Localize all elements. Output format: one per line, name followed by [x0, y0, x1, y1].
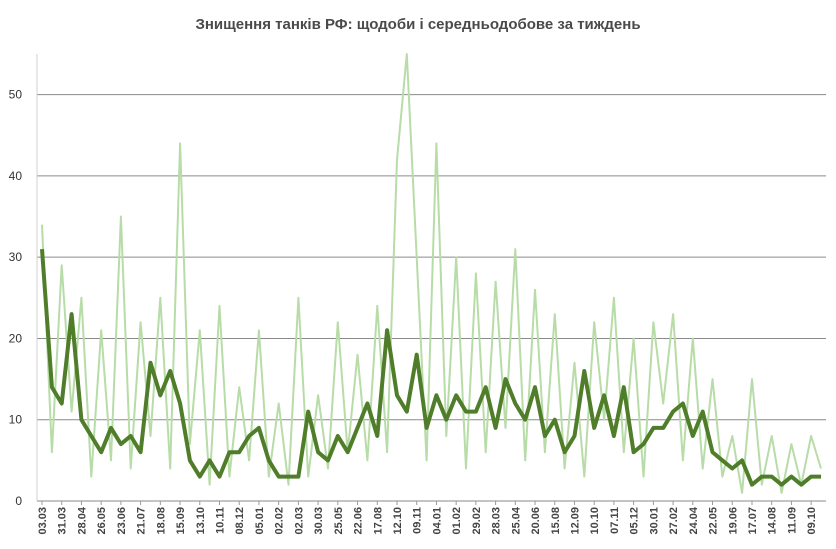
- x-tick-label: 15.08: [550, 507, 562, 535]
- x-tick-label: 23.06: [116, 507, 128, 535]
- x-tick-label: 28.04: [76, 506, 88, 534]
- x-tick-label: 22.06: [353, 507, 365, 535]
- x-tick-label: 01.02: [451, 507, 463, 535]
- x-tick-label: 30.03: [313, 507, 325, 535]
- x-tick-label: 20.06: [530, 507, 542, 535]
- x-tick-label: 29.02: [471, 507, 483, 535]
- x-tick-label: 10.11: [214, 507, 226, 534]
- series-line: [40, 248, 821, 487]
- x-tick-label: 11.09: [786, 507, 798, 534]
- x-tick-label: 15.09: [175, 507, 187, 535]
- x-tick-label: 08.12: [234, 507, 246, 535]
- x-tick-label: 09.11: [412, 507, 424, 534]
- y-tick-label: 50: [9, 88, 23, 102]
- x-tick-label: 17.08: [372, 507, 384, 535]
- x-tick-label: 02.02: [274, 507, 286, 535]
- x-tick-label: 12.09: [569, 507, 581, 535]
- chart-title: Знищення танків РФ: щодоби і середньодоб…: [195, 16, 640, 33]
- x-tick-label: 24.04: [688, 506, 700, 534]
- x-tick-label: 12.10: [392, 507, 404, 535]
- x-tick-label: 04.01: [431, 507, 443, 535]
- y-tick-label: 20: [9, 331, 23, 345]
- x-tick-label: 07.11: [609, 507, 621, 534]
- y-tick-label: 40: [9, 169, 23, 183]
- series-line: [41, 53, 822, 494]
- x-tick-label: 26.05: [96, 507, 108, 535]
- x-tick-label: 21.07: [136, 507, 148, 535]
- x-tick-label: 18.08: [155, 507, 167, 535]
- x-tick-label: 25.05: [333, 507, 345, 535]
- x-tick-label: 22.05: [708, 507, 720, 535]
- x-tick-label: 17.07: [747, 507, 759, 535]
- x-tick-label: 05.01: [254, 507, 266, 535]
- x-tick-label: 14.08: [767, 507, 779, 535]
- x-tick-label: 10.10: [589, 507, 601, 535]
- x-tick-label: 19.06: [727, 507, 739, 535]
- x-tick-label: 05.12: [629, 507, 641, 535]
- x-tick-label: 25.04: [510, 506, 522, 534]
- x-tick-label: 03.03: [37, 507, 49, 535]
- y-tick-label: 30: [9, 250, 23, 264]
- x-tick-label: 28.03: [491, 507, 503, 535]
- x-tick-label: 31.03: [57, 507, 69, 535]
- x-tick-label: 27.02: [668, 507, 680, 535]
- x-tick-label: 30.01: [648, 507, 660, 535]
- x-tick-label: 09.10: [806, 507, 818, 535]
- y-tick-label: 10: [9, 413, 23, 427]
- x-tick-label: 02.03: [293, 507, 305, 535]
- y-tick-label: 0: [15, 494, 22, 508]
- x-tick-label: 13.10: [195, 507, 207, 535]
